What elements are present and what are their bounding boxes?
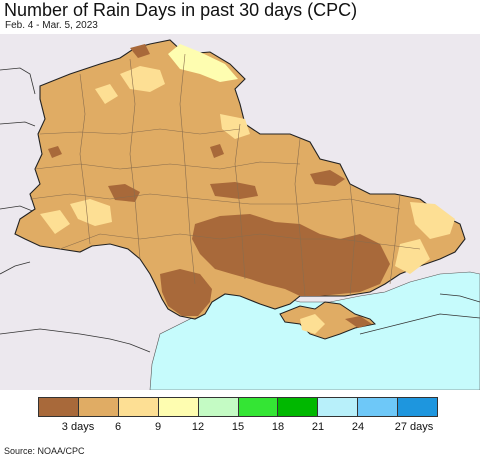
legend-label-27: 27 days <box>394 421 434 433</box>
legend-label-9: 9 <box>154 421 162 433</box>
legend-swatch-12-15 <box>198 398 239 416</box>
legend-label-12: 12 <box>191 421 205 433</box>
legend-label-6: 6 <box>114 421 122 433</box>
map-title: Number of Rain Days in past 30 days (CPC… <box>4 0 358 20</box>
source-credit: Source: NOAA/CPC <box>4 446 85 456</box>
legend-swatch-9-12 <box>158 398 199 416</box>
legend-label-18: 18 <box>271 421 285 433</box>
oblast-boundaries <box>29 53 421 297</box>
legend-label-3: 3 days <box>61 421 95 433</box>
low-rain-areas <box>48 44 390 328</box>
rain-days-map <box>0 34 480 390</box>
legend-swatch-18-21 <box>278 398 319 416</box>
map-subtitle: Feb. 4 - Mar. 5, 2023 <box>5 20 98 31</box>
legend-label-15: 15 <box>231 421 245 433</box>
legend-swatch-0-3 <box>39 398 79 416</box>
legend-label-21: 21 <box>311 421 325 433</box>
legend-swatch-6-9 <box>118 398 159 416</box>
legend-swatch-24-27 <box>358 398 399 416</box>
light-areas <box>40 66 455 334</box>
legend-swatch-15-18 <box>238 398 279 416</box>
legend-swatch-27-plus <box>398 398 438 416</box>
north-lighter-area <box>168 44 238 82</box>
legend-swatch-21-24 <box>318 398 359 416</box>
legend-swatch-3-6 <box>78 398 119 416</box>
legend-tick-labels: 3 days 6 9 12 15 18 21 24 27 days <box>0 421 480 435</box>
legend-label-24: 24 <box>351 421 365 433</box>
color-legend <box>38 397 438 417</box>
